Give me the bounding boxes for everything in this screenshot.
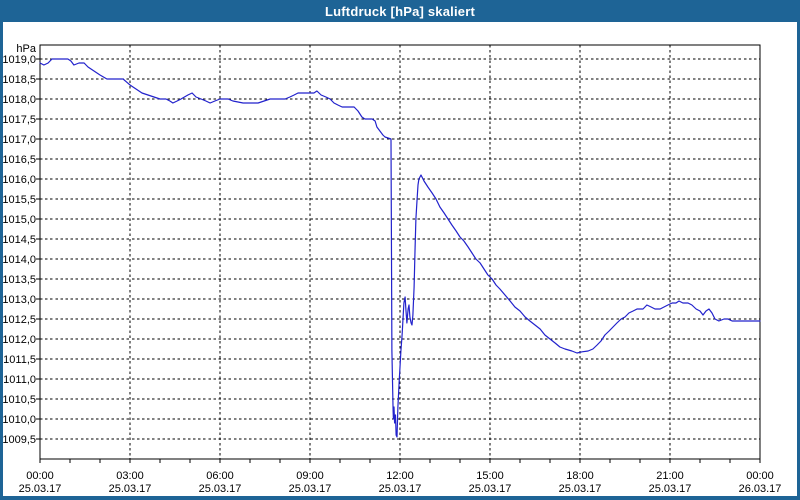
- window-title: Luftdruck [hPa] skaliert: [325, 3, 475, 19]
- chart-container: [3, 22, 797, 496]
- window-titlebar[interactable]: Luftdruck [hPa] skaliert: [0, 0, 800, 22]
